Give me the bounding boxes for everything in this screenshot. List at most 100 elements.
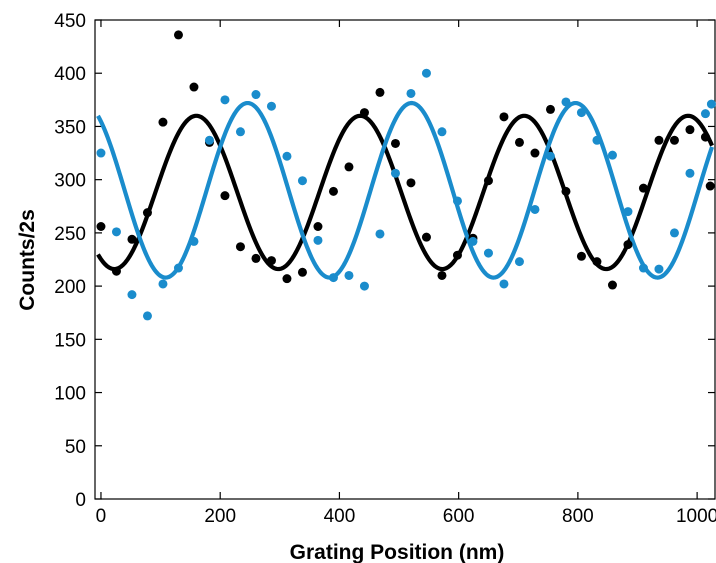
data-point-series-1 <box>421 232 431 242</box>
data-point-series-1 <box>705 181 715 191</box>
y-tick-label: 50 <box>65 437 86 458</box>
data-point-series-1 <box>499 112 509 122</box>
data-point-series-2 <box>700 109 710 119</box>
data-point-series-2 <box>545 151 555 161</box>
data-point-series-1 <box>406 178 416 188</box>
data-point-series-2 <box>204 135 214 145</box>
data-point-series-2 <box>127 290 137 300</box>
data-point-series-1 <box>545 104 555 114</box>
data-point-series-2 <box>251 90 261 100</box>
x-tick-label: 600 <box>443 506 475 527</box>
data-point-series-2 <box>328 273 338 283</box>
data-point-series-1 <box>437 270 447 280</box>
data-point-series-1 <box>266 256 276 266</box>
data-point-series-2 <box>561 97 571 107</box>
data-point-series-2 <box>359 281 369 291</box>
data-point-series-2 <box>530 204 540 214</box>
x-tick-label: 1000 <box>676 506 716 527</box>
data-point-series-2 <box>452 196 462 206</box>
data-point-series-2 <box>483 248 493 258</box>
data-point-series-1 <box>297 267 307 277</box>
data-point-series-1 <box>390 138 400 148</box>
data-point-series-2 <box>638 263 648 273</box>
data-point-series-2 <box>607 150 617 160</box>
data-point-series-1 <box>514 137 524 147</box>
data-point-series-1 <box>313 222 323 232</box>
data-point-series-1 <box>638 183 648 193</box>
data-point-series-1 <box>235 242 245 252</box>
data-point-series-2 <box>96 148 106 158</box>
data-point-series-1 <box>530 148 540 158</box>
y-tick-label: 300 <box>54 171 86 192</box>
data-point-series-1 <box>282 274 292 284</box>
x-tick-label: 800 <box>562 506 594 527</box>
y-tick-label: 150 <box>54 330 86 351</box>
data-point-series-2 <box>623 207 633 217</box>
data-point-series-1 <box>375 87 385 97</box>
data-point-series-2 <box>406 88 416 98</box>
data-point-series-1 <box>700 132 710 142</box>
data-point-series-2 <box>344 270 354 280</box>
data-point-series-2 <box>437 127 447 137</box>
data-point-series-2 <box>390 168 400 178</box>
x-tick-label: 200 <box>204 506 236 527</box>
data-point-series-1 <box>251 253 261 263</box>
y-axis-label: Counts/2s <box>16 209 39 311</box>
data-point-series-1 <box>592 257 602 267</box>
data-point-series-1 <box>576 251 586 261</box>
data-point-series-2 <box>266 101 276 111</box>
data-point-series-1 <box>142 208 152 218</box>
data-point-series-1 <box>96 222 106 232</box>
data-point-series-2 <box>592 135 602 145</box>
y-tick-label: 250 <box>54 224 86 245</box>
data-point-series-1 <box>158 117 168 127</box>
data-point-series-2 <box>142 311 152 321</box>
data-point-series-2 <box>189 236 199 246</box>
data-point-series-1 <box>189 82 199 92</box>
data-point-series-2 <box>282 151 292 161</box>
fit-curve-1 <box>96 113 714 272</box>
data-point-series-2 <box>235 127 245 137</box>
data-point-series-2 <box>669 228 679 238</box>
data-point-series-1 <box>173 30 183 40</box>
data-point-series-1 <box>669 135 679 145</box>
fit-curves <box>96 100 715 280</box>
data-point-series-1 <box>452 250 462 260</box>
data-points <box>96 30 716 321</box>
data-point-series-2 <box>297 176 307 186</box>
data-point-series-2 <box>685 168 695 178</box>
data-point-series-2 <box>158 279 168 289</box>
data-point-series-2 <box>313 235 323 245</box>
data-point-series-2 <box>706 99 716 109</box>
data-point-series-2 <box>654 264 664 274</box>
data-point-series-2 <box>514 257 524 267</box>
data-point-series-1 <box>607 280 617 290</box>
y-tick-label: 400 <box>54 64 86 85</box>
x-axis-label: Grating Position (nm) <box>290 541 505 563</box>
data-point-series-1 <box>623 240 633 250</box>
data-point-series-2 <box>375 229 385 239</box>
y-tick-label: 100 <box>54 384 86 405</box>
data-point-series-1 <box>685 125 695 135</box>
data-point-series-1 <box>328 186 338 196</box>
plot-frame <box>94 19 716 500</box>
data-point-series-1 <box>220 191 230 201</box>
data-point-series-1 <box>359 108 369 118</box>
y-tick-label: 350 <box>54 117 86 138</box>
data-point-series-2 <box>111 227 121 237</box>
data-point-series-1 <box>561 186 571 196</box>
data-point-series-2 <box>499 279 509 289</box>
y-tick-label: 450 <box>54 11 86 32</box>
x-tick-label: 400 <box>324 506 356 527</box>
data-point-series-1 <box>483 176 493 186</box>
data-point-series-1 <box>654 135 664 145</box>
data-point-series-1 <box>127 234 137 244</box>
data-point-series-2 <box>576 108 586 118</box>
fit-curve-2 <box>96 100 715 280</box>
data-point-series-2 <box>173 263 183 273</box>
x-tick-label: 0 <box>96 506 107 527</box>
axis-ticks: 0 200 400 600 800 1000 0 50 100 150 200 250 300 350 40… <box>54 11 716 527</box>
data-point-series-2 <box>421 68 431 78</box>
data-point-series-1 <box>111 266 121 276</box>
